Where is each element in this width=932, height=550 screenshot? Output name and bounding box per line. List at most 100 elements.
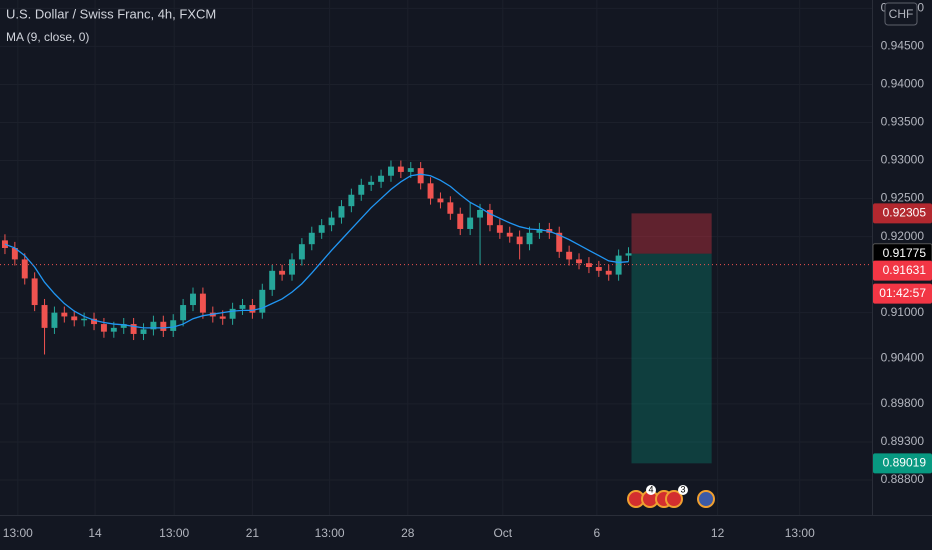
candle-body: [496, 225, 503, 233]
plot: [0, 160, 872, 464]
candle-body: [605, 270, 612, 275]
candle-body: [506, 232, 513, 237]
candle-body: [91, 318, 97, 325]
currency[interactable]: CHF: [889, 7, 914, 21]
candle-body: [407, 168, 414, 172]
y-tick-label: 0.93000: [881, 153, 925, 167]
candle-body: [160, 321, 167, 331]
candle-body: [219, 316, 226, 319]
candle-body: [368, 181, 375, 185]
candle-body: [417, 168, 424, 184]
candle-body: [387, 166, 394, 176]
x-tick-label: 28: [401, 526, 415, 540]
candle-body: [536, 228, 543, 233]
candle-body: [259, 289, 266, 313]
indicator-label: MA (9, close, 0): [6, 30, 89, 44]
candle-body: [249, 305, 256, 313]
candle-body: [279, 270, 286, 275]
candle-body: [269, 270, 276, 290]
candle-body: [348, 194, 355, 207]
currency-box[interactable]: [884, 2, 918, 26]
candle-body: [516, 236, 523, 245]
axis: 0.950000.945000.940000.935000.930000.925…: [3, 1, 932, 540]
x-tick-label: 21: [246, 526, 260, 540]
candle-body: [625, 253, 632, 256]
candle-body: [427, 183, 434, 199]
event-icon: [665, 490, 683, 508]
candle-body: [486, 209, 493, 226]
candle-body: [397, 166, 404, 172]
candle-body: [328, 217, 335, 226]
x-tick-label: 6: [593, 526, 600, 540]
candle-body: [199, 293, 206, 313]
candle-body: [615, 255, 622, 275]
candle-body: [170, 320, 177, 331]
candle-body: [110, 327, 117, 332]
y-tick-label: 0.89300: [881, 434, 925, 448]
event-icon: [697, 490, 715, 508]
candle-body: [140, 329, 147, 334]
event-badge-bg: [678, 485, 688, 495]
candle-body: [21, 259, 28, 279]
y-tick-label: 0.94000: [881, 77, 925, 91]
countdown-label-box: [873, 283, 932, 304]
target-zone: [631, 253, 712, 464]
candle-body: [71, 316, 78, 321]
candle-body: [81, 318, 88, 321]
entry-label: 0.91775: [883, 246, 927, 260]
candle-body: [120, 324, 127, 328]
target-label-box: [873, 453, 932, 474]
y-tick-label: 0.92000: [881, 229, 925, 243]
candle-body: [289, 259, 295, 275]
y-tick-label: 0.88800: [881, 472, 925, 486]
candle-body: [318, 225, 325, 233]
x-tick-label: 13:00: [315, 526, 345, 540]
candle-body: [467, 217, 474, 229]
candle-body: [358, 184, 365, 195]
candle-body: [378, 175, 385, 182]
candle-body: [31, 278, 38, 306]
event-badge: 3: [680, 484, 685, 494]
candle-body: [150, 321, 157, 330]
x-tick-label: 13:00: [3, 526, 33, 540]
y-tick-label: 0.94500: [881, 39, 925, 53]
candle-body: [556, 232, 563, 252]
x-tick-label: Oct: [493, 526, 512, 540]
candle-body: [526, 232, 533, 245]
x-tick-label: 13:00: [159, 526, 189, 540]
ma-line: [4, 173, 629, 329]
target-label: 0.89019: [883, 456, 927, 470]
candle-body: [239, 305, 246, 309]
candle-body: [130, 324, 137, 334]
candle-body: [566, 251, 573, 260]
event-badge-bg: [646, 485, 656, 495]
candle-body: [61, 312, 68, 317]
stop-zone: [631, 213, 712, 254]
y-tick-label: 0.89800: [881, 396, 925, 410]
chart-title: U.S. Dollar / Swiss Franc, 4h, FXCM: [6, 6, 216, 21]
candle-body: [338, 206, 345, 218]
candle-body: [41, 305, 48, 328]
y-tick-label: 0.91000: [881, 305, 925, 319]
candle-body: [437, 198, 444, 203]
stop-label: 0.92305: [883, 206, 927, 220]
candle-body: [595, 267, 602, 271]
countdown-label: 01:42:57: [879, 286, 926, 300]
candle-body: [100, 324, 107, 332]
candle-body: [457, 213, 464, 229]
candle-body: [298, 244, 305, 260]
candle-body: [229, 308, 236, 319]
candle-body: [447, 202, 454, 214]
last-price-label: 0.91631: [883, 263, 927, 277]
candle-body: [180, 305, 187, 321]
x-tick-label: 12: [711, 526, 725, 540]
stop-label-box: [873, 203, 932, 224]
y-tick-label: 0.90400: [881, 350, 925, 364]
event-badge: 4: [648, 484, 653, 494]
candle-body: [477, 209, 484, 218]
x-tick-label: 13:00: [785, 526, 815, 540]
candle-body: [11, 247, 18, 260]
